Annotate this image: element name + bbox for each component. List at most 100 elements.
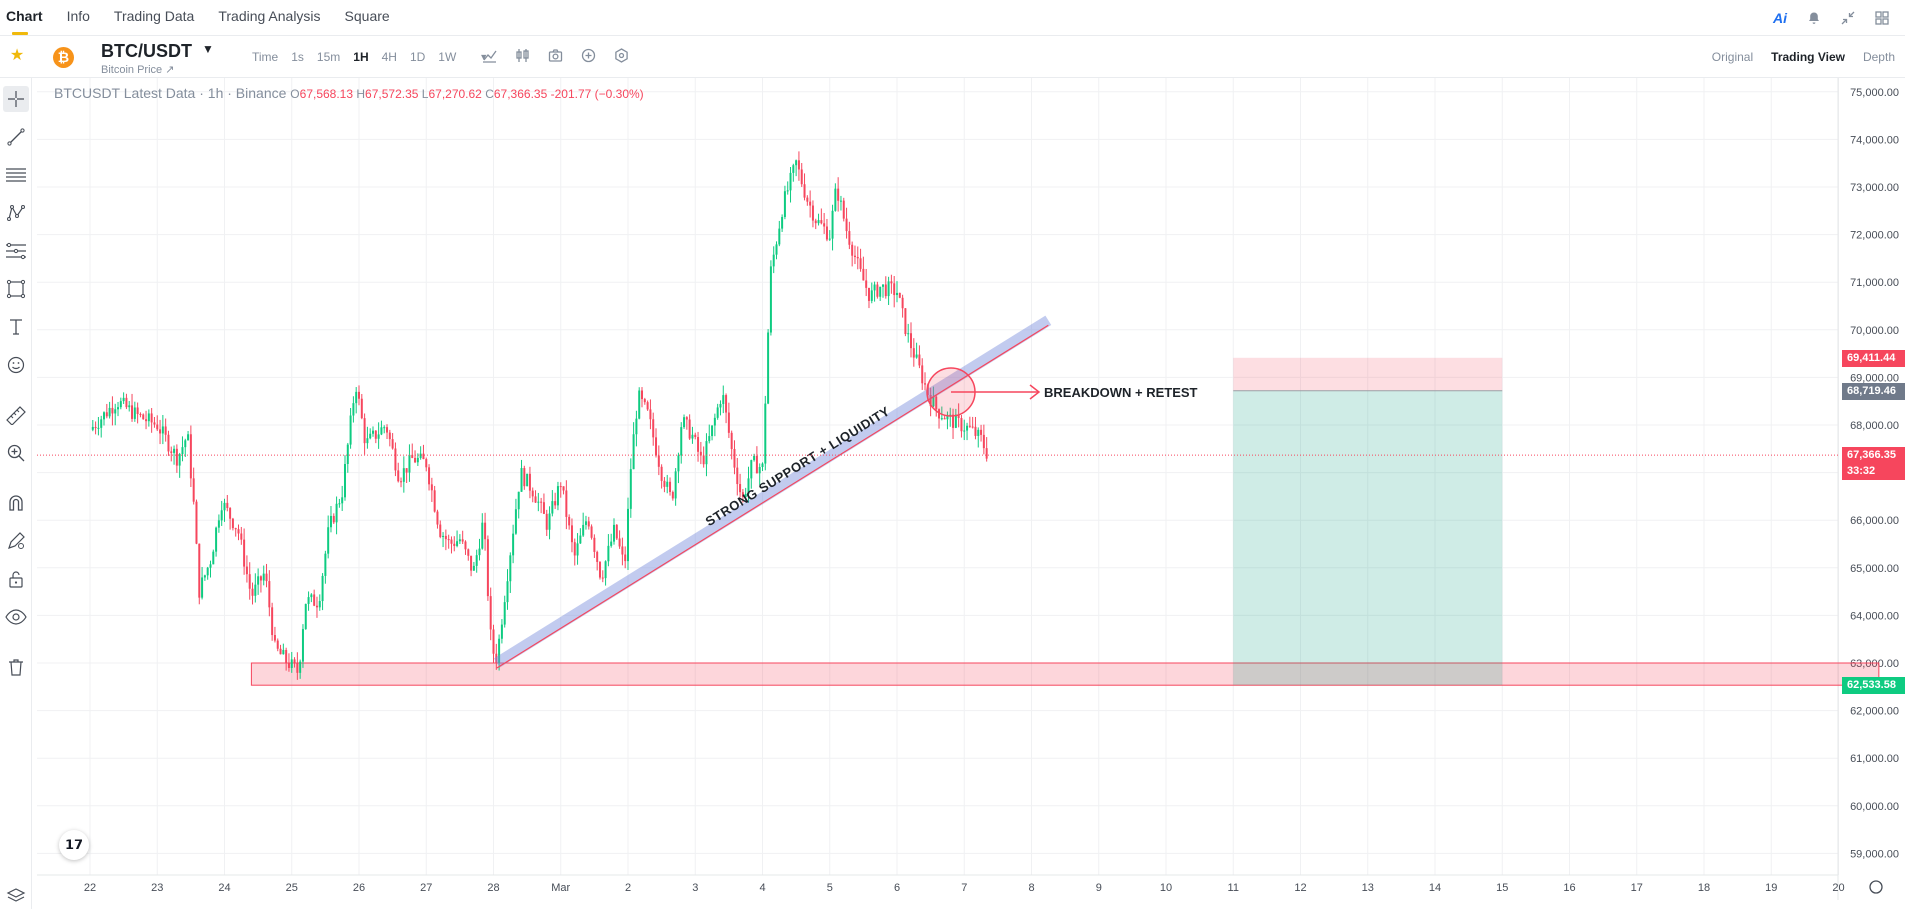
trash-icon[interactable] — [3, 654, 29, 680]
view-original[interactable]: Original — [1711, 50, 1754, 64]
interval-1d[interactable]: 1D — [409, 50, 426, 64]
candle-body — [859, 258, 862, 269]
candle-body — [680, 427, 683, 456]
x-tick-label: 3 — [692, 882, 698, 894]
layers-icon[interactable] — [3, 883, 29, 909]
candle-body — [949, 414, 952, 416]
pair-name[interactable]: BTC/USDT — [101, 41, 192, 61]
rectangle-tool-icon[interactable] — [3, 276, 29, 302]
candle-body — [386, 427, 389, 433]
candle-body — [380, 427, 383, 435]
candle-body — [243, 539, 246, 567]
x-tick-label: Mar — [551, 882, 570, 894]
tab-square[interactable]: Square — [344, 7, 390, 24]
pair-dropdown-icon[interactable]: ▼ — [202, 42, 214, 56]
axis-settings-icon[interactable] — [1869, 880, 1883, 894]
text-tool-icon[interactable] — [3, 314, 29, 340]
candle-body — [383, 427, 386, 429]
y-tick-label: 61,000.00 — [1850, 753, 1899, 765]
indicators-icon[interactable] — [482, 48, 497, 66]
candle-body — [952, 414, 955, 428]
grid-icon[interactable] — [1873, 9, 1891, 27]
view-depth[interactable]: Depth — [1862, 50, 1895, 64]
interval-1s[interactable]: 1s — [291, 50, 304, 64]
candle-body — [335, 503, 338, 523]
candle-body — [641, 390, 644, 400]
magnet-icon[interactable] — [3, 490, 29, 516]
collapse-icon[interactable] — [1839, 9, 1857, 27]
tab-trading-data[interactable]: Trading Data — [113, 7, 195, 24]
chart-settings-icon[interactable] — [614, 48, 629, 66]
candle-body — [604, 561, 607, 579]
candle-body — [741, 492, 744, 498]
ruler-tool-icon[interactable] — [3, 402, 29, 428]
draw-mode-icon[interactable] — [3, 528, 29, 554]
pattern-tool-icon[interactable] — [3, 200, 29, 226]
view-trading-view[interactable]: Trading View — [1771, 50, 1845, 64]
candle-body — [136, 407, 139, 415]
candle-body — [416, 457, 419, 463]
screenshot-icon[interactable] — [548, 48, 563, 66]
candle-body — [108, 407, 111, 417]
candle-body — [643, 399, 646, 403]
candle-body — [495, 653, 498, 663]
candle-body — [321, 575, 324, 602]
candle-body — [290, 659, 293, 668]
horizontal-lines-tool-icon[interactable] — [3, 162, 29, 188]
crosshair-icon[interactable] — [3, 86, 29, 112]
interval-4h[interactable]: 4H — [381, 50, 397, 64]
candle-body — [400, 481, 403, 483]
candle-body — [839, 200, 842, 202]
candle-body — [750, 460, 753, 479]
candle-type-icon[interactable] — [515, 48, 530, 66]
candle-body — [727, 412, 730, 433]
x-tick-label: 18 — [1698, 882, 1710, 894]
candle-body — [873, 284, 876, 291]
x-tick-label: 14 — [1429, 882, 1441, 894]
candle-body — [584, 521, 587, 525]
candle-body — [206, 567, 209, 576]
x-tick-label: 23 — [151, 882, 163, 894]
interval-15m[interactable]: 15m — [316, 50, 341, 64]
candle-body — [691, 434, 694, 439]
candle-body — [444, 535, 447, 540]
visibility-eye-icon[interactable] — [3, 604, 29, 630]
ai-icon[interactable]: Ai — [1773, 10, 1787, 26]
interval-1h[interactable]: 1H — [353, 50, 369, 64]
trendline-tool-icon[interactable] — [3, 124, 29, 150]
interval-time[interactable]: Time — [252, 50, 279, 64]
favorite-star-icon[interactable]: ★ — [9, 47, 25, 64]
candle-body — [271, 607, 274, 636]
candle-body — [974, 426, 977, 436]
tab-info[interactable]: Info — [66, 7, 90, 24]
zoom-in-icon[interactable] — [3, 440, 29, 466]
candle-body — [254, 584, 257, 596]
fib-tool-icon[interactable] — [3, 238, 29, 264]
pair-subtitle[interactable]: Bitcoin Price ↗ — [101, 64, 175, 76]
tab-trading-analysis[interactable]: Trading Analysis — [218, 7, 321, 24]
candle-body — [769, 266, 772, 333]
y-tick-label: 59,000.00 — [1850, 848, 1899, 860]
candle-body — [853, 255, 856, 257]
interval-more-icon[interactable]: ▼ — [479, 52, 489, 62]
emoji-tool-icon[interactable] — [3, 352, 29, 378]
tab-chart[interactable]: Chart — [6, 0, 43, 36]
bell-icon[interactable] — [1805, 9, 1823, 27]
candle-body — [576, 543, 579, 556]
interval-1w[interactable]: 1W — [438, 50, 457, 64]
candle-body — [439, 524, 442, 537]
candle-body — [226, 502, 229, 509]
add-indicator-icon[interactable] — [581, 48, 596, 66]
candle-body — [343, 463, 346, 498]
candle-body — [786, 190, 789, 192]
candle-body — [537, 501, 540, 503]
candle-body — [842, 200, 845, 219]
candle-body — [711, 425, 714, 437]
candle-body — [175, 448, 178, 466]
trendline-edge — [496, 324, 1049, 669]
candle-body — [918, 354, 921, 366]
candle-body — [663, 480, 666, 487]
y-tick-label: 71,000.00 — [1850, 277, 1899, 289]
lock-icon[interactable] — [3, 566, 29, 592]
